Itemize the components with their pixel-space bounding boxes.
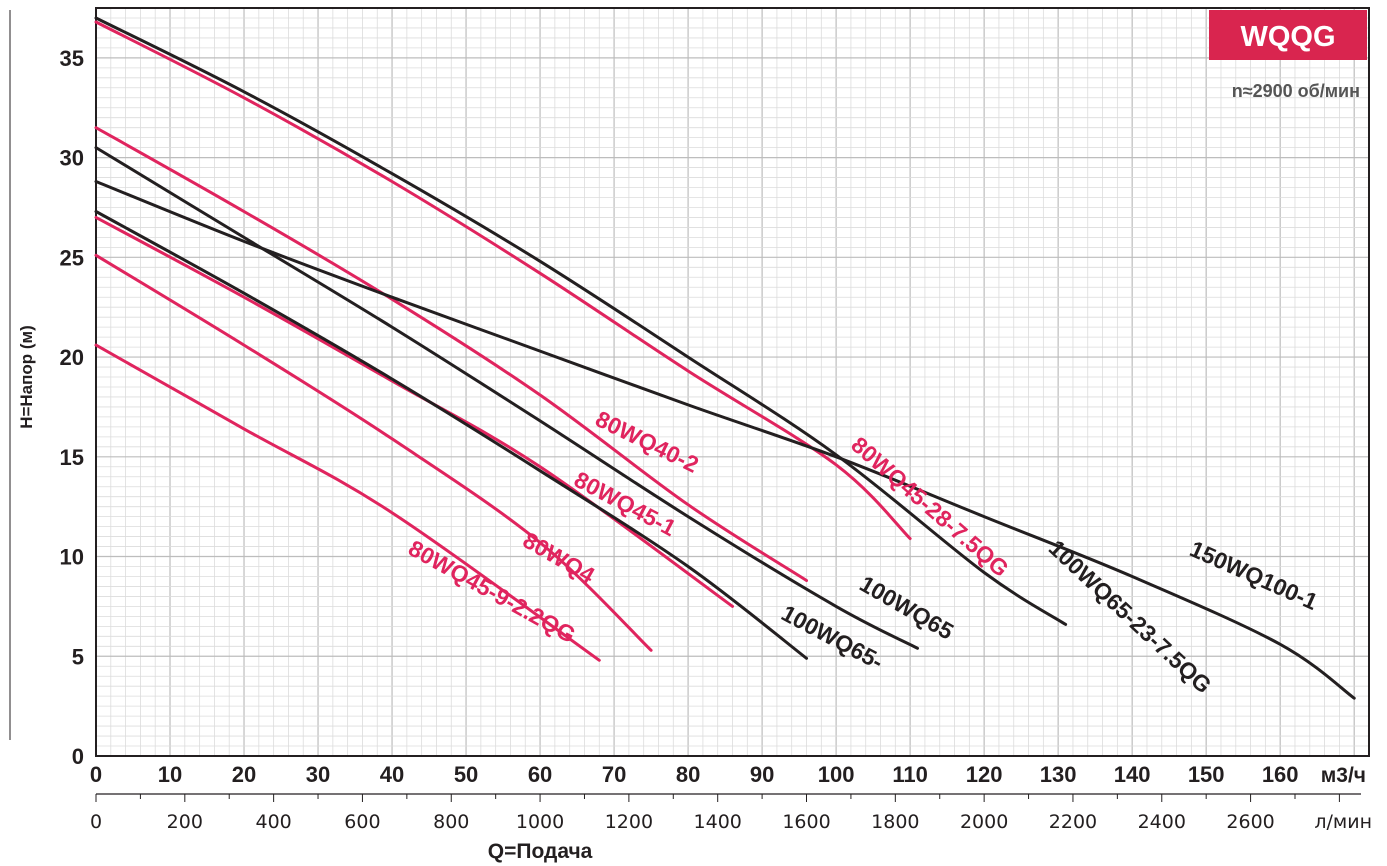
x2-tick-label: 200 (167, 811, 203, 833)
grid (95, 7, 1370, 757)
x-tick-label: 150 (1188, 762, 1225, 787)
y-tick-label: 20 (60, 345, 84, 370)
speed-subtitle: n≈2900 об/мин (1232, 81, 1360, 101)
curve-80wq45-9-2-2qg (94, 343, 601, 662)
x-tick-label: 110 (892, 762, 928, 787)
curve-100wq65 (94, 146, 919, 650)
curve-100wq65-23-7-5qg (94, 16, 1068, 626)
y-tick-label: 0 (72, 744, 84, 769)
x-tick-label: 40 (380, 762, 404, 787)
curves (94, 16, 1356, 700)
x-axis-label: Q=Подача (488, 840, 593, 863)
x2-tick-label: 0 (90, 811, 102, 833)
x-tick-label: 70 (602, 762, 626, 787)
x2-tick-label: 2600 (1226, 811, 1274, 833)
x2-tick-label: 600 (344, 811, 380, 833)
x2-tick-label: 2200 (1049, 811, 1097, 833)
x2-tick-label: 1600 (782, 811, 830, 833)
x-tick-label: 50 (454, 762, 478, 787)
x-tick-label: 30 (306, 762, 330, 787)
x-tick-label: 80 (676, 762, 700, 787)
x-axis-unit: м3/ч (1321, 764, 1366, 787)
curve-150wq100-1 (94, 180, 1356, 700)
x-tick-label: 10 (158, 762, 182, 787)
y-tick-label: 35 (60, 46, 84, 71)
curve-80wq45-28-7-5qg (94, 20, 912, 541)
x2-tick-label: 2400 (1138, 811, 1186, 833)
x-tick-label: 120 (966, 762, 1003, 787)
x-tick-label: 100 (818, 762, 855, 787)
x2-tick-label: 1000 (516, 811, 564, 833)
plot-frame (95, 7, 1370, 757)
x-tick-label: 160 (1262, 762, 1299, 787)
x-tick-label: 130 (1040, 762, 1077, 787)
y-tick-label: 15 (60, 445, 84, 470)
y-axis-label: H=Напор (м) (17, 325, 36, 429)
x2-tick-label: 1200 (605, 811, 653, 833)
x2-tick-labels: 0 200 400 600 800 1000 1200 1400 1600 1800 2000 220… (90, 793, 1361, 833)
curve-80wq4 (94, 253, 653, 652)
x-tick-label: 90 (750, 762, 774, 787)
x2-tick-label: 800 (433, 811, 469, 833)
x2-tick-label: 1800 (871, 811, 919, 833)
x-tick-label: 0 (90, 762, 102, 787)
x2-tick-label: 2000 (960, 811, 1008, 833)
curve-100wq65- (94, 210, 808, 660)
x2-tick-label: 1400 (694, 811, 742, 833)
y-tick-label: 5 (72, 644, 84, 669)
curve-80wq40-2 (94, 126, 808, 582)
y-tick-label: 30 (60, 146, 84, 171)
x-tick-labels: 0 10 20 30 40 50 60 70 80 90 100 110 120 130 140 150 160 (90, 762, 1299, 787)
x-tick-label: 60 (528, 762, 552, 787)
x-tick-label: 140 (1114, 762, 1151, 787)
badge (1209, 10, 1367, 60)
x-tick-label: 20 (232, 762, 256, 787)
y-tick-labels: 0 5 10 15 20 25 30 35 (60, 46, 84, 769)
curve-80wq45-1 (94, 215, 734, 608)
y-tick-label: 10 (60, 545, 84, 570)
x2-axis-unit: л/мин (1314, 811, 1372, 833)
y-tick-label: 25 (60, 245, 84, 270)
badge-text: WQQG (1240, 21, 1335, 53)
x2-tick-label: 400 (255, 811, 291, 833)
